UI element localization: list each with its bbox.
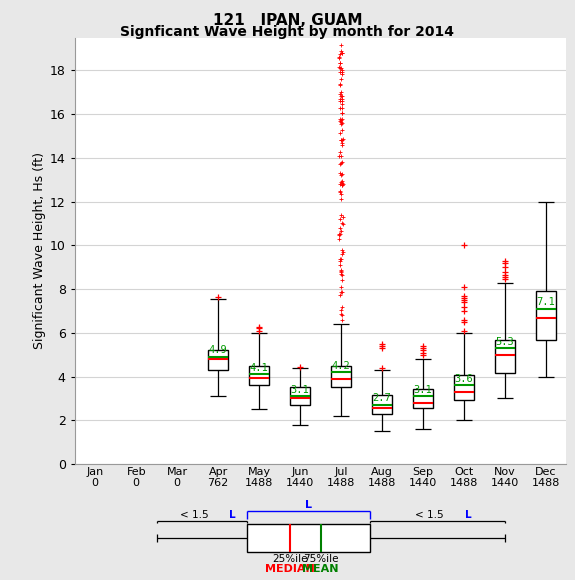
Text: 75%ile: 75%ile bbox=[303, 554, 338, 564]
Text: < 1.5: < 1.5 bbox=[179, 510, 212, 520]
Text: 25%ile: 25%ile bbox=[272, 554, 308, 564]
Bar bbox=[208, 350, 228, 370]
Text: 7.1: 7.1 bbox=[536, 298, 555, 307]
Text: MEAN: MEAN bbox=[302, 564, 339, 574]
Text: 4.1: 4.1 bbox=[250, 363, 268, 373]
Bar bbox=[290, 387, 310, 405]
Text: 3.1: 3.1 bbox=[290, 385, 309, 395]
Text: Signficant Wave Height by month for 2014: Signficant Wave Height by month for 2014 bbox=[121, 25, 454, 39]
Text: < 1.5: < 1.5 bbox=[415, 510, 447, 520]
Text: MEDIAN: MEDIAN bbox=[265, 564, 315, 574]
Text: L: L bbox=[465, 510, 471, 520]
Text: 3.1: 3.1 bbox=[413, 385, 432, 395]
Text: L: L bbox=[229, 510, 236, 520]
Bar bbox=[247, 524, 370, 552]
Bar bbox=[413, 389, 433, 408]
Text: 4.2: 4.2 bbox=[331, 361, 350, 371]
Text: 4.9: 4.9 bbox=[208, 345, 227, 356]
Bar bbox=[249, 365, 269, 385]
Text: 5.3: 5.3 bbox=[495, 336, 514, 347]
Y-axis label: Significant Wave Height, Hs (ft): Significant Wave Height, Hs (ft) bbox=[33, 153, 45, 349]
Text: 3.6: 3.6 bbox=[454, 374, 473, 384]
Bar bbox=[494, 340, 515, 374]
Text: 2.7: 2.7 bbox=[372, 393, 391, 404]
Text: 121   IPAN, GUAM: 121 IPAN, GUAM bbox=[213, 13, 362, 28]
Bar bbox=[536, 291, 556, 340]
Bar bbox=[454, 375, 474, 400]
Text: L: L bbox=[305, 500, 312, 510]
Bar bbox=[372, 395, 392, 414]
Bar bbox=[331, 365, 351, 387]
